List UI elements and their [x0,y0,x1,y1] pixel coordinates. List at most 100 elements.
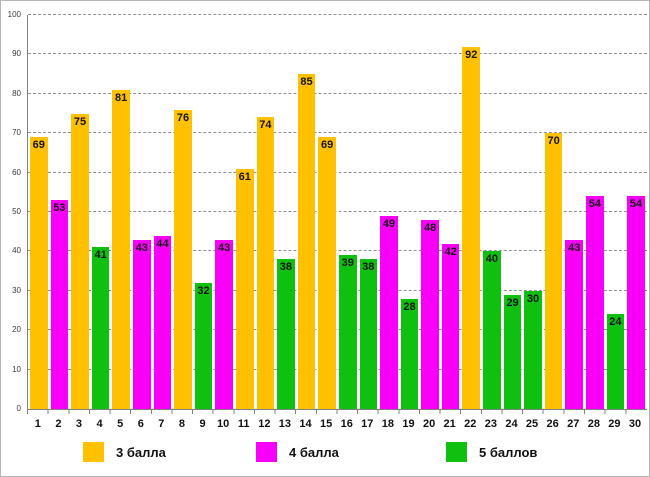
bar-value-label: 49 [382,217,396,230]
y-axis-label: 80 [12,88,21,98]
bar-value-label: 30 [526,292,540,305]
bar-score-3: 70 [544,133,563,409]
gridline-70 [28,132,647,134]
bar-value-label: 41 [94,249,107,262]
bar-cell: 38 [277,15,295,409]
gridline-20 [28,329,647,331]
legend-item-4: 4 балла [256,442,339,462]
bar-value-label: 29 [506,296,519,309]
y-axis-label: 10 [12,364,21,374]
legend-label: 4 балла [289,444,339,460]
bar-value-label: 85 [300,76,313,89]
bar-cell: 48 [421,15,439,409]
bar-cell: 49 [380,15,398,409]
bar-score-4: 43 [565,239,584,409]
gridline-60 [28,171,647,173]
legend-swatch-icon [83,442,104,462]
x-axis-label: 30 [628,418,642,430]
bar-value-label: 38 [362,261,375,274]
bar-value-label: 28 [403,300,416,313]
bar-value-label: 32 [197,284,210,297]
bar-score-5: 29 [503,294,522,409]
x-axis-label: 24 [505,418,518,430]
bar-cell: 85 [297,15,316,409]
legend-label: 5 баллов [479,444,538,460]
bar-cell: 41 [91,15,110,409]
x-axis-label: 1 [34,418,41,430]
bar-score-3: 69 [318,137,336,409]
gridline-10 [28,368,647,370]
bar-cell: 76 [174,15,192,409]
bar-cell: 92 [462,15,481,409]
x-axis-label: 3 [75,418,83,430]
bar-cell: 38 [359,15,378,409]
x-axis-label: 7 [158,418,165,430]
bar-value-label: 43 [218,241,231,254]
gridline-80 [28,92,647,94]
bar-value-label: 43 [568,241,581,254]
bar-score-3: 81 [112,89,130,409]
x-axis-label: 26 [546,418,559,430]
x-axis-label: 28 [587,418,600,430]
x-axis-label: 8 [178,418,186,430]
x-axis-label: 29 [608,418,621,430]
x-axis-label: 17 [361,418,374,430]
bar-value-label: 69 [320,139,334,152]
bar-score-3: 76 [174,109,192,409]
bar-score-4: 43 [132,239,151,409]
bar-score-3: 75 [71,113,89,409]
x-axis-label: 4 [96,418,103,430]
bar-score-3: 74 [256,117,275,409]
gridline-90 [28,53,647,55]
bar-cell: 53 [50,15,69,409]
bar-value-label: 39 [341,257,354,270]
legend-item-3: 3 балла [83,442,166,462]
bar-value-label: 42 [444,245,457,258]
bar-cell: 69 [318,15,336,409]
bar-value-label: 54 [629,198,643,211]
bar-score-5: 39 [338,255,357,409]
bar-cell: 29 [503,15,522,409]
x-axis-label: 6 [137,418,144,430]
x-axis-label: 23 [484,418,497,430]
x-axis-label: 12 [258,418,271,430]
legend-item-5: 5 баллов [446,442,537,462]
y-axis-label: 50 [12,207,21,216]
x-axis-label: 25 [525,418,539,430]
x-axis-label: 16 [340,418,353,430]
gridline-50 [28,211,647,212]
bar-cell: 43 [565,15,584,409]
legend-swatch-icon [446,442,467,462]
bar-cell: 74 [256,15,275,409]
bar-score-5: 28 [400,298,419,409]
bar-cell: 70 [544,15,563,409]
bar-value-label: 43 [135,241,148,254]
bar-value-label: 54 [588,198,601,211]
bar-score-5: 40 [483,251,501,409]
x-axis-label: 9 [199,418,206,430]
bar-value-label: 76 [176,111,190,124]
x-axis-label: 21 [443,418,456,430]
bar-score-4: 44 [153,235,172,409]
bar-cell: 43 [215,15,233,409]
bar-value-label: 61 [238,170,251,183]
bar-score-4: 49 [380,215,398,409]
gridline-40 [28,250,647,252]
bar-cell: 43 [132,15,151,409]
gridline-30 [28,289,647,291]
bar-score-3: 69 [30,137,48,409]
legend-swatch-icon [256,442,277,462]
x-axis-label: 18 [381,418,395,430]
bar-cell: 81 [112,15,130,409]
bar-score-4: 43 [215,239,233,409]
bar-score-3: 61 [235,168,254,409]
bar-value-label: 69 [32,139,45,152]
bar-score-5: 30 [524,290,542,409]
bar-score-4: 48 [421,219,439,409]
bar-value-label: 38 [279,261,293,274]
bar-value-label: 44 [156,237,169,250]
bar-value-label: 24 [609,316,622,329]
bar-value-label: 92 [465,48,478,61]
y-axis-label: 0 [16,404,21,413]
plot-area: 69 53 75 41 81 43 44 76 32 43 61 74 38 85 69 39 38 49 28 48… [27,14,647,410]
